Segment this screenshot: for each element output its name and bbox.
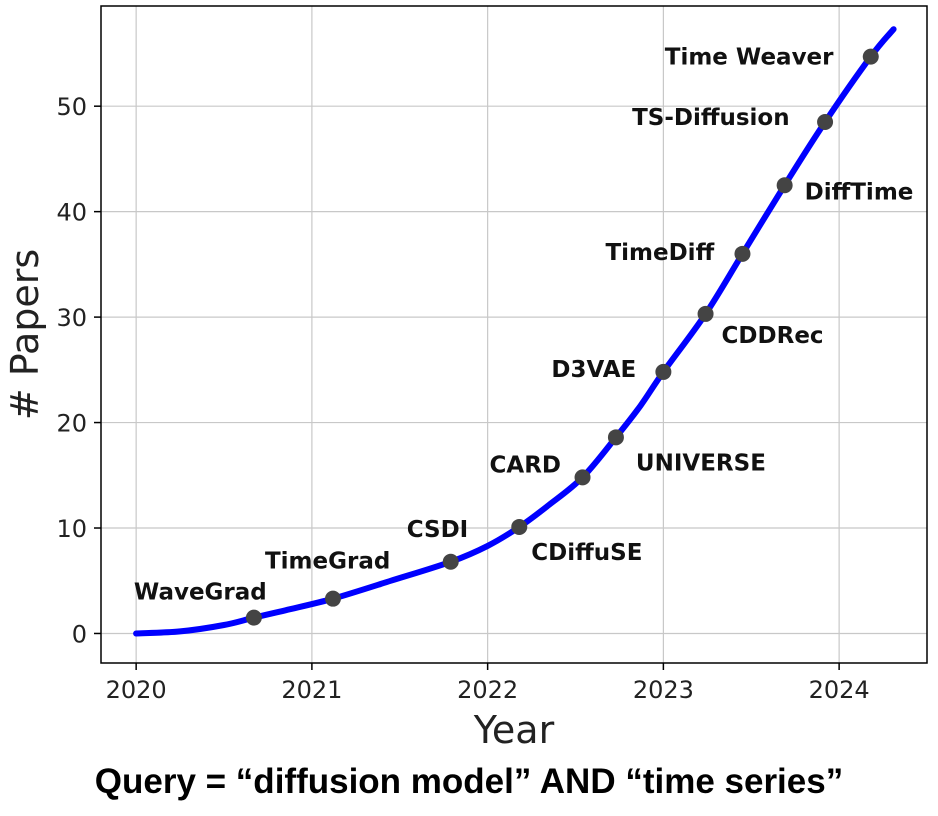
label-timediff: TimeDiff [605, 240, 714, 266]
label-cddrec: CDDRec [722, 323, 824, 349]
label-d3vae: D3VAE [551, 357, 636, 383]
paper-markers [245, 48, 879, 626]
marker-d3vae [655, 363, 672, 380]
query-caption: Query = “diffusion model” AND “time seri… [94, 762, 844, 801]
y-tick-label: 50 [56, 93, 87, 121]
marker-csdi [442, 553, 459, 570]
x-axis-label: Year [473, 708, 555, 752]
label-time-weaver: Time Weaver [665, 45, 834, 71]
marker-universe [607, 429, 624, 446]
grid-lines [101, 6, 927, 663]
y-tick-label: 40 [56, 199, 87, 227]
papers-over-time-chart: 2020 2021 2022 2023 2024 0 10 20 30 40 50 WaveGrad… [3, 5, 928, 752]
paper-count-curve [133, 26, 897, 637]
marker-ts-diffusion [817, 114, 834, 131]
x-tick-label: 2023 [633, 676, 694, 704]
marker-difftime [776, 177, 793, 194]
x-tick-label: 2022 [457, 676, 518, 704]
x-tick-label: 2024 [809, 676, 870, 704]
marker-timediff [734, 245, 751, 262]
y-axis-label: # Papers [3, 249, 47, 420]
label-cdiffuse: CDiffuSE [531, 540, 642, 566]
label-csdi: CSDI [407, 517, 469, 543]
plot-frame [100, 5, 928, 664]
marker-time-weaver [862, 48, 879, 65]
x-tick-label: 2021 [281, 676, 342, 704]
y-tick-label: 0 [72, 620, 87, 648]
paper-annotations: WaveGrad TimeGrad CSDI CDiffuSE CARD UNIVERSE… [134, 45, 913, 606]
marker-cddrec [697, 305, 714, 322]
y-tick-label: 30 [56, 304, 87, 332]
marker-wavegrad [245, 609, 262, 626]
marker-cdiffuse [511, 518, 528, 535]
tick-labels: 2020 2021 2022 2023 2024 0 10 20 30 40 50 [56, 93, 869, 704]
label-ts-diffusion: TS-Diffusion [632, 105, 790, 131]
marker-card [574, 469, 591, 486]
label-universe: UNIVERSE [636, 450, 766, 476]
y-tick-label: 20 [56, 410, 87, 438]
label-timegrad: TimeGrad [265, 549, 390, 575]
y-tick-label: 10 [56, 515, 87, 543]
marker-timegrad [324, 590, 341, 607]
label-card: CARD [490, 452, 561, 478]
x-tick-label: 2020 [106, 676, 167, 704]
label-wavegrad: WaveGrad [134, 580, 267, 606]
label-difftime: DiffTime [805, 179, 914, 205]
